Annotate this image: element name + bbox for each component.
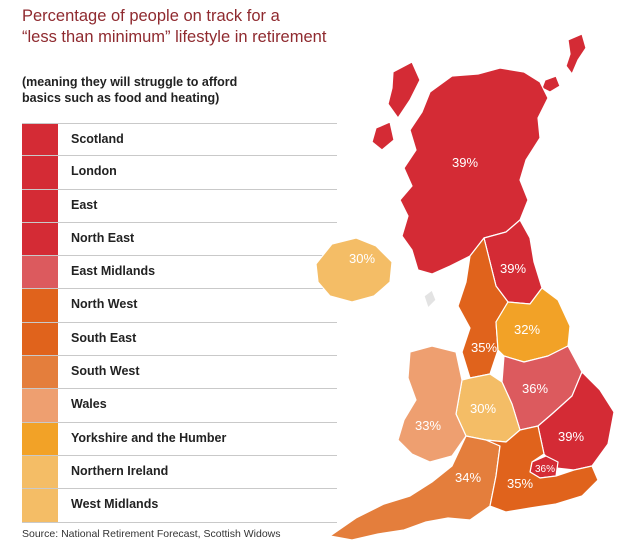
legend-label: Northern Ireland xyxy=(71,463,169,478)
region-shape-northern-ireland xyxy=(315,237,393,303)
region-shape-scotland-hebrides xyxy=(387,61,421,119)
region-shape-isle-of-man xyxy=(423,289,437,309)
map-label-london: 36% xyxy=(535,464,555,475)
legend-swatch xyxy=(22,222,58,256)
uk-map: 39% 30% 39% 32% 35% 36% 30% 33% 39% 36% … xyxy=(315,33,615,541)
region-shape-south-east xyxy=(485,425,599,513)
legend-label: Yorkshire and the Humber xyxy=(71,430,227,445)
map-label-west-midlands: 30% xyxy=(470,401,496,416)
region-shape-scotland-orkney xyxy=(541,75,561,93)
legend-swatch xyxy=(22,289,58,322)
legend-label: North East xyxy=(71,230,135,245)
subtitle-line-2: basics such as food and heating) xyxy=(22,91,220,105)
legend: Scotland London East North East East Mid… xyxy=(22,123,337,523)
legend-swatch xyxy=(22,489,58,522)
legend-label: London xyxy=(71,164,117,179)
legend-swatch xyxy=(22,189,58,222)
legend-swatch xyxy=(22,422,58,455)
legend-item-south-east: South East xyxy=(22,322,337,357)
map-label-north-east: 39% xyxy=(500,261,526,276)
region-shape-wales xyxy=(397,345,467,463)
legend-label: East Midlands xyxy=(71,264,156,279)
subtitle: (meaning they will struggle to afford ba… xyxy=(22,74,322,106)
chart-title: Percentage of people on track for a “les… xyxy=(22,6,352,48)
title-line-2: “less than minimum” lifestyle in retirem… xyxy=(22,28,327,46)
source-note: Source: National Retirement Forecast, Sc… xyxy=(22,528,281,540)
legend-swatch xyxy=(22,455,58,489)
legend-item-northern-ireland: Northern Ireland xyxy=(22,455,337,490)
title-line-1: Percentage of people on track for a xyxy=(22,7,280,25)
map-label-south-east: 35% xyxy=(507,476,533,491)
map-label-yorkshire: 32% xyxy=(514,322,540,337)
legend-swatch xyxy=(22,156,58,189)
map-label-northern-ireland: 30% xyxy=(349,251,375,266)
legend-label: East xyxy=(71,197,98,212)
legend-swatch xyxy=(22,322,58,356)
map-label-north-west: 35% xyxy=(471,340,497,355)
map-label-scotland: 39% xyxy=(452,155,478,170)
region-shape-north-west xyxy=(457,237,509,379)
legend-swatch xyxy=(22,389,58,422)
legend-swatch xyxy=(22,124,58,156)
map-label-wales: 33% xyxy=(415,418,441,433)
legend-item-scotland: Scotland xyxy=(22,123,337,157)
legend-item-west-midlands: West Midlands xyxy=(22,489,337,523)
legend-swatch xyxy=(22,256,58,289)
legend-label: North West xyxy=(71,297,138,312)
legend-label: Scotland xyxy=(71,132,124,146)
legend-swatch xyxy=(22,356,58,389)
legend-item-north-east: North East xyxy=(22,222,337,257)
region-shape-scotland-skye xyxy=(371,121,395,151)
map-label-east-midlands: 36% xyxy=(522,381,548,396)
legend-item-wales: Wales xyxy=(22,389,337,423)
legend-item-east: East xyxy=(22,189,337,223)
map-label-east: 39% xyxy=(558,429,584,444)
legend-item-london: London xyxy=(22,156,337,190)
region-shape-scotland-islands xyxy=(565,33,587,75)
legend-label: South East xyxy=(71,330,137,345)
legend-label: Wales xyxy=(71,397,107,412)
legend-label: West Midlands xyxy=(71,497,159,512)
legend-item-east-midlands: East Midlands xyxy=(22,256,337,290)
subtitle-line-1: (meaning they will struggle to afford xyxy=(22,75,238,89)
legend-item-south-west: South West xyxy=(22,356,337,390)
map-label-south-west: 34% xyxy=(455,470,481,485)
legend-item-north-west: North West xyxy=(22,289,337,323)
legend-item-yorkshire: Yorkshire and the Humber xyxy=(22,422,337,456)
legend-label: South West xyxy=(71,364,140,379)
